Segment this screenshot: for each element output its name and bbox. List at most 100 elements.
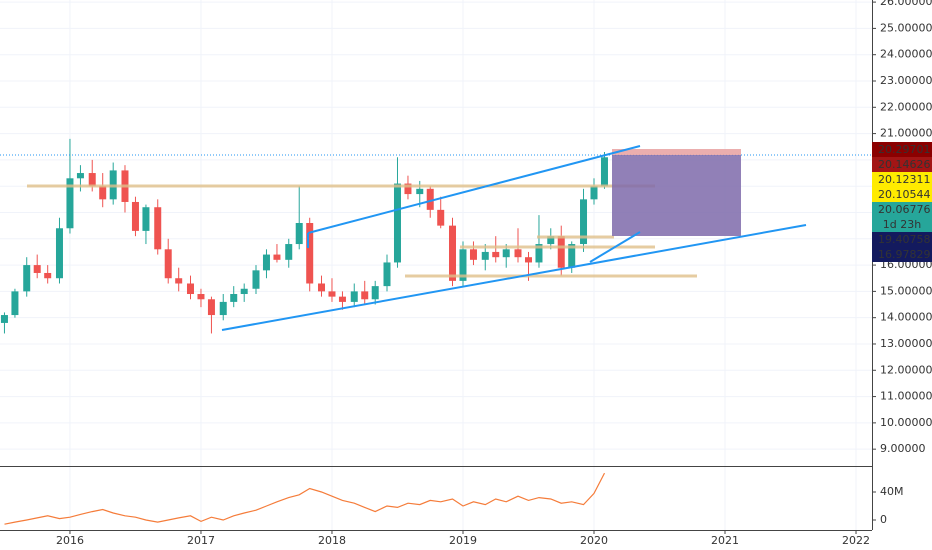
candle-body <box>0 315 8 323</box>
candle-body <box>240 288 248 295</box>
candle-body <box>393 183 401 263</box>
target-zone <box>612 155 741 236</box>
candle-body <box>142 207 150 231</box>
candle-body <box>273 254 281 260</box>
x-tick-label: 2022 <box>842 534 870 547</box>
x-tick-label: 2018 <box>318 534 346 547</box>
price-tag <box>872 142 932 157</box>
x-tick-label: 2019 <box>449 534 477 547</box>
candle-body <box>66 178 74 229</box>
candle-body <box>557 236 565 268</box>
candle-body <box>197 294 205 300</box>
candle-body <box>449 225 457 281</box>
price-tag <box>872 217 932 232</box>
y-tick-label: 10.00000 <box>880 416 932 429</box>
candle-body <box>164 249 172 279</box>
candle-body <box>580 199 588 245</box>
candle-body <box>502 249 510 258</box>
y2-tick-label: 0 <box>880 513 887 526</box>
candle-body <box>459 249 467 281</box>
candle-body <box>88 173 96 187</box>
price-tag <box>872 187 932 202</box>
candle-body <box>514 249 522 258</box>
y-tick-label: 14.00000 <box>880 311 932 324</box>
price-tag-label: 20.12311 <box>878 173 931 186</box>
candle-body <box>76 173 84 179</box>
candle-body <box>416 188 424 195</box>
candle-body <box>404 183 412 195</box>
candle-body <box>219 301 227 316</box>
candle-body <box>11 291 19 316</box>
candle-body <box>481 251 489 260</box>
y-tick-label: 13.00000 <box>880 337 932 350</box>
y-tick-label: 26.00000 <box>880 0 932 8</box>
y-tick-label: 24.00000 <box>880 48 932 61</box>
drawings <box>0 145 872 331</box>
price-tag <box>872 172 932 187</box>
price-tag-label: 16.97829 <box>878 248 931 261</box>
candle-body <box>295 223 303 245</box>
x-tick-label: 2017 <box>187 534 215 547</box>
candle-body <box>437 209 445 226</box>
candle-body <box>350 291 358 302</box>
candle-body <box>371 286 379 300</box>
candle-body <box>317 283 325 292</box>
candle-body <box>547 236 555 245</box>
stop-zone <box>612 149 741 155</box>
y-tick-label: 23.00000 <box>880 74 932 87</box>
y-tick-label: 25.00000 <box>880 21 932 34</box>
candle-body <box>328 291 336 297</box>
trend-line <box>307 145 641 234</box>
trend-line <box>589 231 641 263</box>
candle-body <box>55 228 63 279</box>
y-tick-label: 11.00000 <box>880 390 932 403</box>
y-tick-label: 22.00000 <box>880 100 932 113</box>
y-tick-label: 9.00000 <box>880 442 926 455</box>
price-tag <box>872 202 932 217</box>
candles <box>0 138 608 334</box>
candle-body <box>535 244 543 263</box>
x-tick-label: 2021 <box>711 534 739 547</box>
candle-body <box>492 251 500 258</box>
volume-line <box>4 472 606 525</box>
candle-body <box>131 201 139 231</box>
candle-body <box>33 265 41 273</box>
candle-body <box>361 291 369 300</box>
y-tick-label: 15.00000 <box>880 284 932 297</box>
y2-tick-label: 40M <box>880 485 904 498</box>
price-tag-label: 20.10544 <box>878 188 931 201</box>
trend-line <box>221 224 807 331</box>
candle-body <box>338 296 346 302</box>
candle-body <box>524 257 532 263</box>
candle-body <box>590 186 598 200</box>
candle-body <box>23 265 31 292</box>
candle-body <box>383 262 391 287</box>
x-tick-label: 2020 <box>580 534 608 547</box>
price-tag-label: 20.14626 <box>878 158 931 171</box>
candle-body <box>600 157 608 187</box>
candle-body <box>426 188 434 210</box>
price-tag <box>872 157 932 172</box>
price-tag-label: 20.29701 <box>878 143 931 156</box>
price-tag-label: 19.40758 <box>878 233 931 246</box>
candle-body <box>99 186 107 200</box>
candle-body <box>175 278 183 284</box>
candle-body <box>568 244 576 268</box>
candle-body <box>154 207 162 250</box>
candle-body <box>252 270 260 289</box>
candle-body <box>306 223 314 284</box>
price-tag-label: 20.06776 <box>878 203 931 216</box>
y-tick-label: 12.00000 <box>880 363 932 376</box>
candle-body <box>230 294 238 302</box>
candle-body <box>469 249 477 260</box>
price-tag <box>872 232 932 247</box>
candle-body <box>285 244 293 260</box>
price-tag <box>872 247 932 262</box>
candle-body <box>262 254 270 271</box>
y-tick-label: 21.00000 <box>880 127 932 140</box>
candle-body <box>207 299 215 316</box>
grid <box>0 0 872 530</box>
x-tick-label: 2016 <box>56 534 84 547</box>
